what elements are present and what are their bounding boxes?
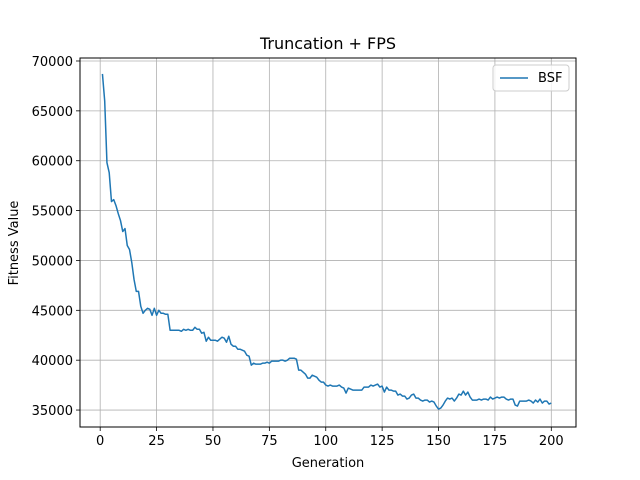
y-axis-ticks: 35000 40000 45000 50000 55000 60000 65000 70000 [32, 55, 80, 419]
y-axis-title: Fitness Value [7, 201, 22, 286]
legend-label-bsf: BSF [538, 71, 562, 86]
x-axis-title: Generation [292, 456, 365, 471]
y-tick-label: 70000 [32, 55, 73, 70]
chart-title: Truncation + FPS [259, 34, 396, 53]
plot-frame [79, 57, 577, 428]
y-tick-label: 55000 [32, 205, 73, 220]
series-line-bsf [101, 73, 552, 410]
x-axis-ticks: 0 25 50 75 100 125 150 175 200 [96, 427, 564, 449]
y-tick-label: 65000 [32, 105, 73, 120]
y-tick-label: 40000 [32, 354, 73, 369]
x-tick-label: 50 [205, 434, 222, 449]
y-tick-label: 50000 [32, 254, 73, 269]
grid [80, 58, 576, 427]
x-tick-label: 75 [261, 434, 278, 449]
x-tick-label: 100 [313, 434, 338, 449]
x-tick-label: 200 [539, 434, 564, 449]
x-tick-label: 0 [96, 434, 104, 449]
x-tick-label: 175 [482, 434, 507, 449]
y-tick-label: 60000 [32, 155, 73, 170]
y-tick-label: 35000 [32, 404, 73, 419]
x-tick-label: 150 [426, 434, 451, 449]
legend-box [492, 64, 570, 92]
legend: BSF [492, 64, 570, 92]
series-layer [101, 73, 552, 410]
y-tick-label: 45000 [32, 304, 73, 319]
x-tick-label: 25 [148, 434, 165, 449]
x-tick-label: 125 [370, 434, 395, 449]
